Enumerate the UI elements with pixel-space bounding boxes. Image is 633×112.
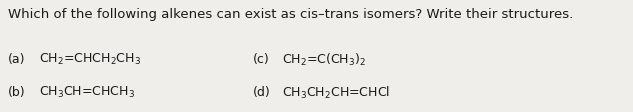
Text: (d): (d)	[253, 85, 271, 98]
Text: CH$_{3}$CH=CHCH$_{3}$: CH$_{3}$CH=CHCH$_{3}$	[39, 84, 135, 99]
Text: (b): (b)	[8, 85, 25, 98]
Text: CH$_{2}$=C(CH$_{3}$)$_{2}$: CH$_{2}$=C(CH$_{3}$)$_{2}$	[282, 51, 366, 67]
Text: (c): (c)	[253, 53, 270, 66]
Text: (a): (a)	[8, 53, 25, 66]
Text: CH$_{2}$=CHCH$_{2}$CH$_{3}$: CH$_{2}$=CHCH$_{2}$CH$_{3}$	[39, 52, 141, 67]
Text: CH$_{3}$CH$_{2}$CH=CHCl: CH$_{3}$CH$_{2}$CH=CHCl	[282, 84, 390, 100]
Text: Which of the following alkenes can exist as cis–trans isomers? Write their struc: Which of the following alkenes can exist…	[8, 8, 573, 21]
